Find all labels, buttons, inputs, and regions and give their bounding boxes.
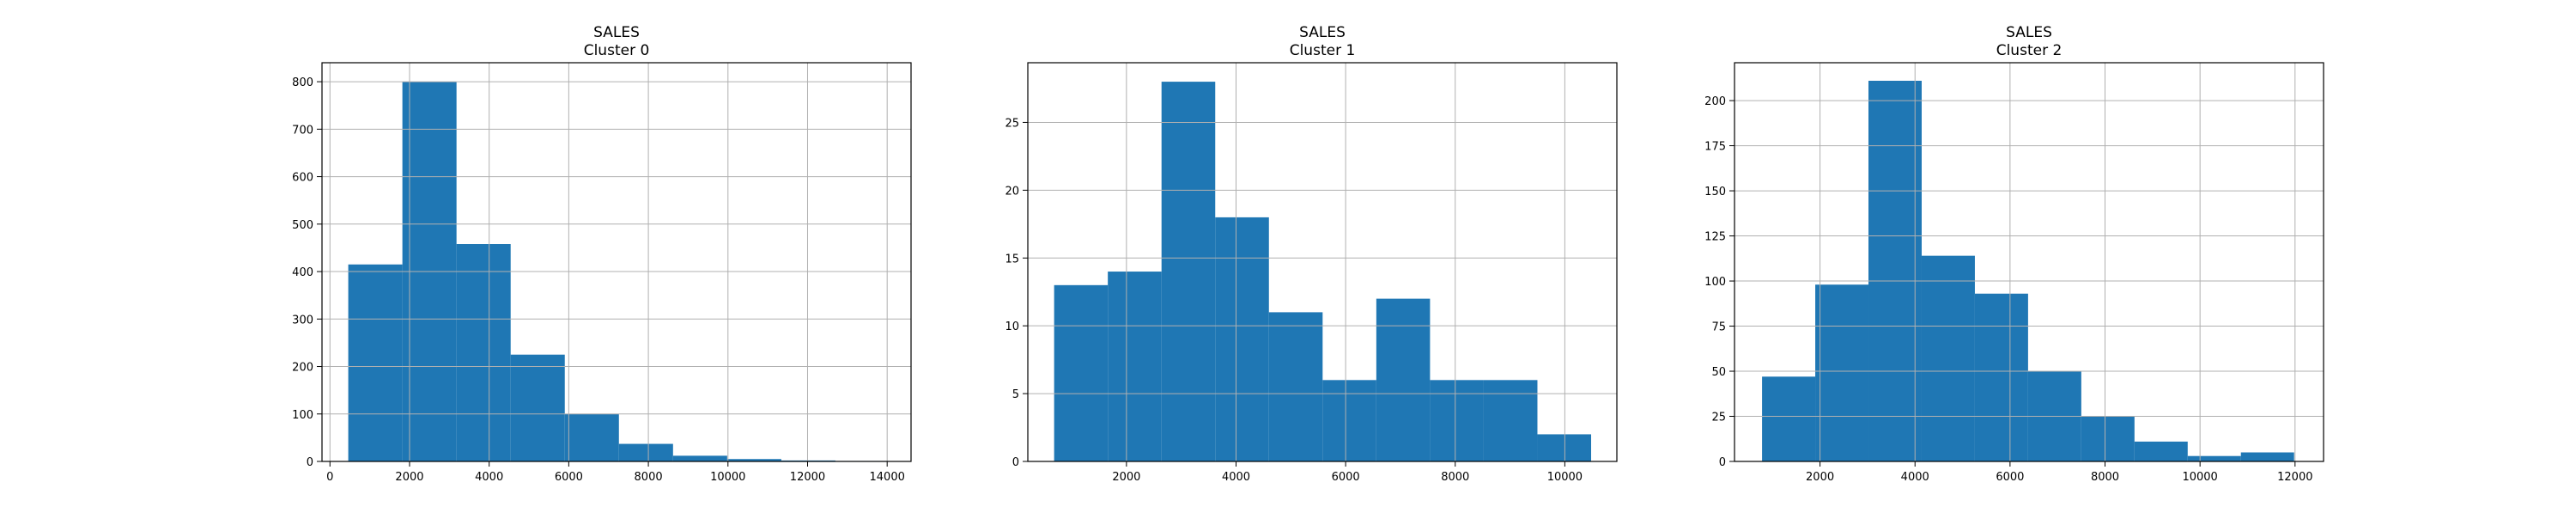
histogram-bar (1483, 380, 1538, 461)
y-axis: 0 25 50 75 100 125 150 175 200 (1704, 95, 1735, 469)
chart-subtitle: Cluster 0 (584, 42, 650, 59)
x-tick-label: 0 (326, 471, 333, 484)
y-tick-label: 20 (1005, 185, 1019, 198)
chart-title: SALES (1299, 24, 1346, 41)
y-tick-label: 175 (1704, 141, 1726, 154)
histogram-bar (1054, 284, 1109, 461)
histogram-bar (1215, 217, 1269, 461)
histogram-bar (1108, 272, 1162, 461)
y-tick-label: 10 (1005, 321, 1019, 333)
histogram-bar (618, 443, 673, 461)
histogram-bar (2240, 452, 2294, 461)
histogram-bar (1268, 312, 1323, 461)
x-tick-label: 12000 (2277, 471, 2312, 484)
plot-frame (1027, 62, 1618, 462)
x-tick-label: 2000 (1112, 471, 1140, 484)
gridlines (1028, 63, 1617, 462)
histogram-bar (1868, 80, 1922, 461)
y-tick-label: 125 (1704, 231, 1726, 244)
histogram-bar (1974, 293, 2028, 461)
y-tick-label: 0 (1012, 456, 1019, 469)
histogram-bar (1430, 380, 1484, 461)
x-axis: 2000 4000 6000 8000 10000 12000 (1806, 461, 2312, 484)
x-tick-label: 8000 (635, 471, 663, 484)
histogram-bar (348, 264, 403, 461)
histogram-bar (2134, 441, 2188, 461)
histogram-bar (1537, 434, 1592, 461)
x-axis: 0 2000 4000 6000 8000 10000 12000 14000 (326, 461, 905, 484)
histogram-bar (726, 459, 781, 461)
histogram-bar (1161, 82, 1216, 461)
x-tick-label: 4000 (475, 471, 503, 484)
histogram-bar (564, 413, 619, 461)
x-axis: 2000 4000 6000 8000 10000 (1112, 461, 1583, 484)
y-tick-label: 800 (292, 76, 313, 89)
histogram-bar (1376, 298, 1431, 461)
chart-subtitle: Cluster 2 (1996, 42, 2063, 59)
y-tick-label: 300 (292, 314, 313, 327)
y-tick-label: 0 (1719, 456, 1726, 469)
y-tick-label: 100 (292, 409, 313, 422)
x-tick-label: 10000 (710, 471, 745, 484)
x-tick-label: 2000 (395, 471, 423, 484)
histogram-bar (456, 244, 511, 461)
y-tick-label: 150 (1704, 186, 1726, 198)
y-tick-label: 25 (1005, 117, 1019, 130)
y-tick-label: 500 (292, 219, 313, 232)
y-tick-label: 600 (292, 172, 313, 185)
y-tick-label: 50 (1711, 366, 1726, 379)
histogram-bar (510, 354, 565, 461)
y-tick-label: 5 (1012, 388, 1019, 401)
x-tick-label: 6000 (1332, 471, 1360, 484)
bars (1762, 80, 2294, 461)
y-tick-label: 700 (292, 124, 313, 137)
y-tick-label: 100 (1704, 276, 1726, 289)
plot-frame (321, 62, 912, 462)
x-tick-label: 4000 (1901, 471, 1929, 484)
gridlines (1735, 63, 2324, 462)
histogram-bar (1762, 376, 1816, 461)
y-tick-label: 25 (1711, 412, 1726, 424)
y-tick-label: 400 (292, 266, 313, 279)
histogram-bar (2187, 455, 2241, 461)
chart-title: SALES (2006, 24, 2052, 41)
x-tick-label: 10000 (1547, 471, 1583, 484)
x-tick-label: 8000 (1441, 471, 1469, 484)
x-tick-label: 12000 (790, 471, 825, 484)
histogram-bar (1322, 380, 1376, 461)
histogram-bar (1815, 284, 1869, 461)
y-tick-label: 75 (1711, 321, 1726, 334)
x-tick-label: 8000 (2091, 471, 2119, 484)
y-tick-label: 200 (1704, 95, 1726, 108)
y-axis: 0 5 10 15 20 25 (1005, 117, 1028, 469)
x-tick-label: 6000 (555, 471, 583, 484)
histogram-bar (1921, 255, 1975, 461)
x-tick-label: 4000 (1222, 471, 1250, 484)
x-tick-label: 10000 (2182, 471, 2217, 484)
x-tick-label: 6000 (1996, 471, 2024, 484)
x-tick-label: 14000 (870, 471, 905, 484)
y-tick-label: 0 (307, 456, 313, 469)
bars (1054, 82, 1592, 461)
y-tick-label: 15 (1005, 253, 1019, 266)
y-tick-label: 200 (292, 362, 313, 375)
histogram-bar (2081, 416, 2135, 461)
chart-subtitle: Cluster 1 (1290, 42, 1356, 59)
y-axis: 0 100 200 300 400 500 600 700 800 (292, 76, 322, 469)
plot-frame (1734, 62, 2324, 462)
chart-title: SALES (593, 24, 640, 41)
x-tick-label: 2000 (1806, 471, 1834, 484)
histogram-bar (672, 455, 727, 461)
